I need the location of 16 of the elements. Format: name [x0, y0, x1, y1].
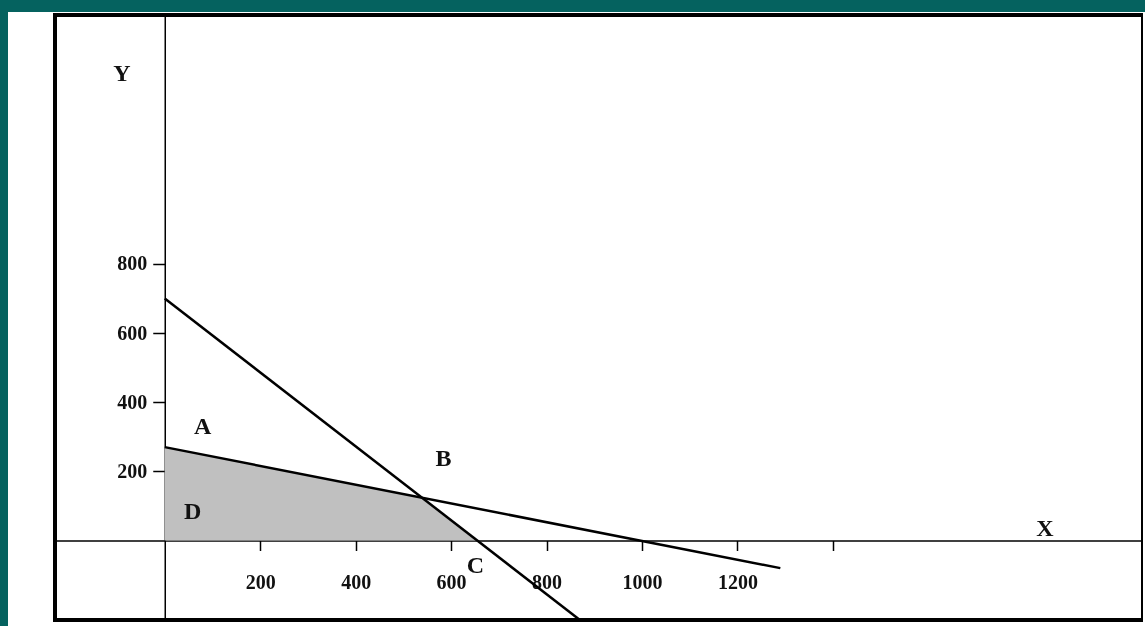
y-tick-label: 800	[117, 252, 148, 275]
x-tick-label: 400	[341, 570, 372, 593]
annotation: A	[194, 413, 213, 440]
y-tick-label: 600	[117, 321, 148, 344]
x-tick-label: 1200	[717, 570, 758, 593]
annotation: D	[184, 498, 202, 525]
y-axis-title: Y	[113, 59, 131, 86]
y-tick-label: 200	[117, 459, 148, 482]
x-tick-label: 1000	[622, 570, 663, 593]
x-tick-label: 200	[245, 570, 276, 593]
x-tick-label: 600	[436, 570, 467, 593]
y-tick-label: 400	[117, 390, 148, 413]
x-tick-label: 800	[532, 570, 563, 593]
annotation: B	[435, 445, 452, 472]
annotation: C	[466, 552, 484, 579]
x-axis-title: X	[1036, 514, 1055, 541]
